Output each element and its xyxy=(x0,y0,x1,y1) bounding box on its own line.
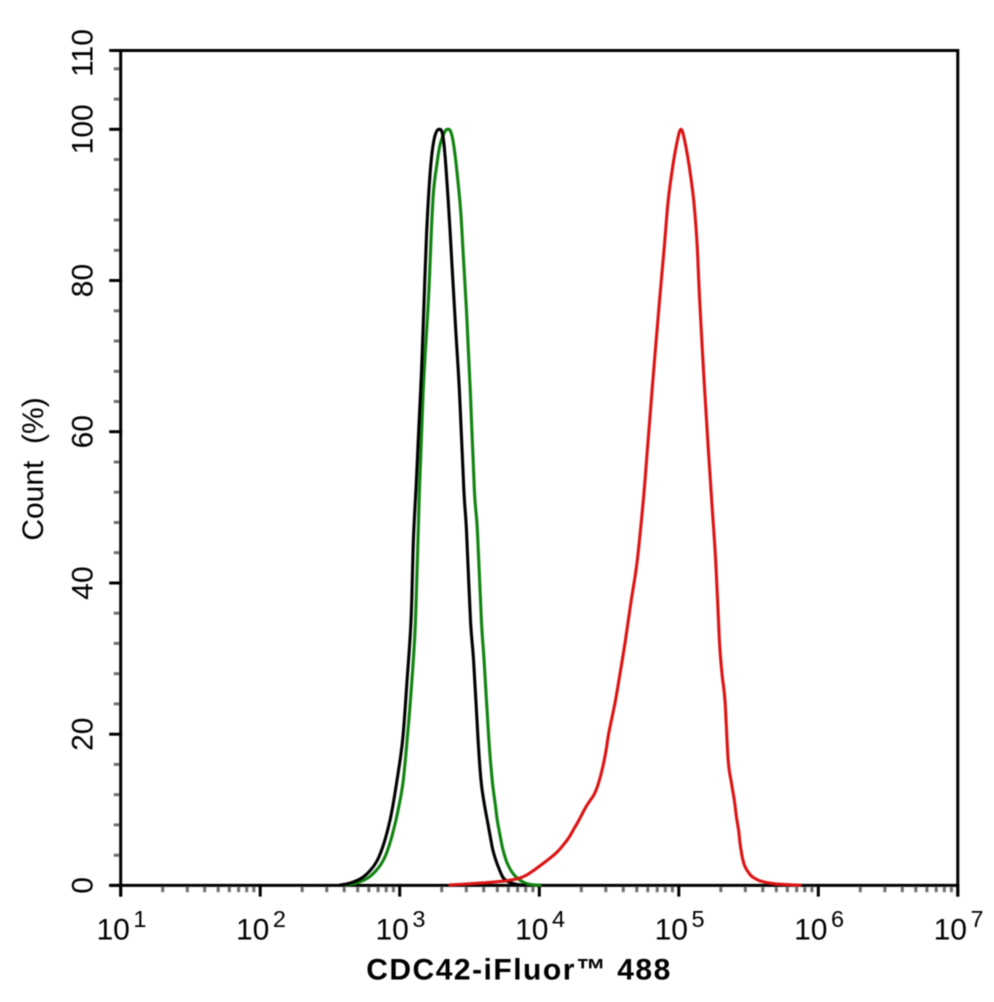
svg-text:107: 10 7 xyxy=(934,906,984,946)
svg-text:100: 100 xyxy=(67,104,100,154)
svg-text:CDC42-iFluor™ 488: CDC42-iFluor™ 488 xyxy=(366,953,672,986)
svg-text:60: 60 xyxy=(67,415,100,448)
svg-text:20: 20 xyxy=(67,718,100,751)
svg-text:Count (%): Count (%) xyxy=(17,397,50,540)
svg-text:110: 110 xyxy=(67,29,100,77)
svg-text:80: 80 xyxy=(67,264,100,297)
svg-text:40: 40 xyxy=(67,566,100,599)
svg-text:0: 0 xyxy=(67,877,100,894)
